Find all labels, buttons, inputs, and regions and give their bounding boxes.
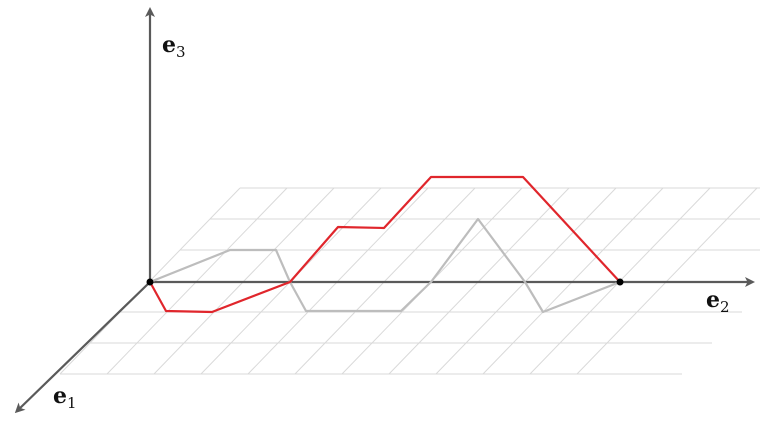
- red-lattice-path: [149, 175, 621, 314]
- gray-lattice-path: [149, 217, 621, 314]
- end-point: [616, 278, 624, 286]
- e1-label: e1: [53, 383, 77, 412]
- axes: [14, 7, 755, 414]
- origin-point: [146, 278, 154, 286]
- e3-label: e3: [162, 32, 186, 61]
- e2-label: e2: [706, 287, 730, 316]
- e1-axis: [14, 281, 151, 414]
